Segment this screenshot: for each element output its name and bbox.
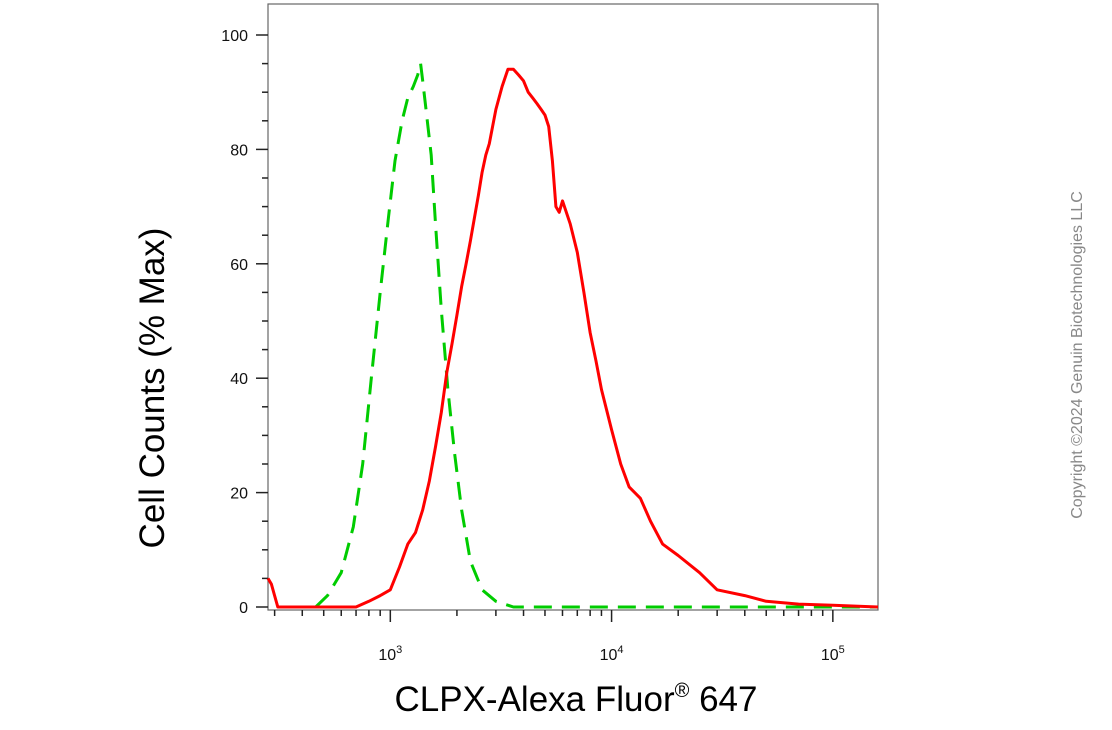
series-layer: [266, 62, 879, 609]
x-axis-title: CLPX-Alexa Fluor® 647: [395, 680, 758, 719]
x-tick-label: 105: [821, 644, 845, 664]
x-tick-exponent: 4: [617, 644, 623, 656]
y-tick-label: 100: [221, 28, 248, 45]
y-tick-label: 80: [230, 142, 248, 159]
x-tick-label: 103: [378, 644, 402, 664]
x-axis: 103 104 105: [273, 610, 845, 664]
x-tick-exponent: 5: [839, 644, 845, 656]
copyright-notice: Copyright ©2024 Genuin Biotechnologies L…: [1069, 191, 1086, 519]
y-tick-label: 0: [239, 600, 248, 617]
y-tick-label: 20: [230, 486, 248, 503]
y-axis: 0 20 40 60 80 100: [221, 28, 268, 617]
y-axis-title: Cell Counts (% Max): [133, 228, 172, 549]
plot-frame: [267, 3, 879, 611]
x-axis-title-suffix: 647: [689, 680, 757, 719]
series-line-green-dashed: [314, 62, 878, 609]
x-tick-exponent: 3: [396, 644, 402, 656]
series-line-red: [266, 67, 879, 609]
x-tick-base: 10: [600, 647, 618, 664]
y-tick-label: 60: [230, 257, 248, 274]
y-tick-label: 40: [230, 371, 248, 388]
x-tick-base: 10: [821, 647, 839, 664]
x-axis-title-registered: ®: [675, 680, 690, 702]
x-axis-title-main: CLPX-Alexa Fluor: [395, 680, 675, 719]
x-tick-base: 10: [378, 647, 396, 664]
x-tick-label: 104: [600, 644, 624, 664]
